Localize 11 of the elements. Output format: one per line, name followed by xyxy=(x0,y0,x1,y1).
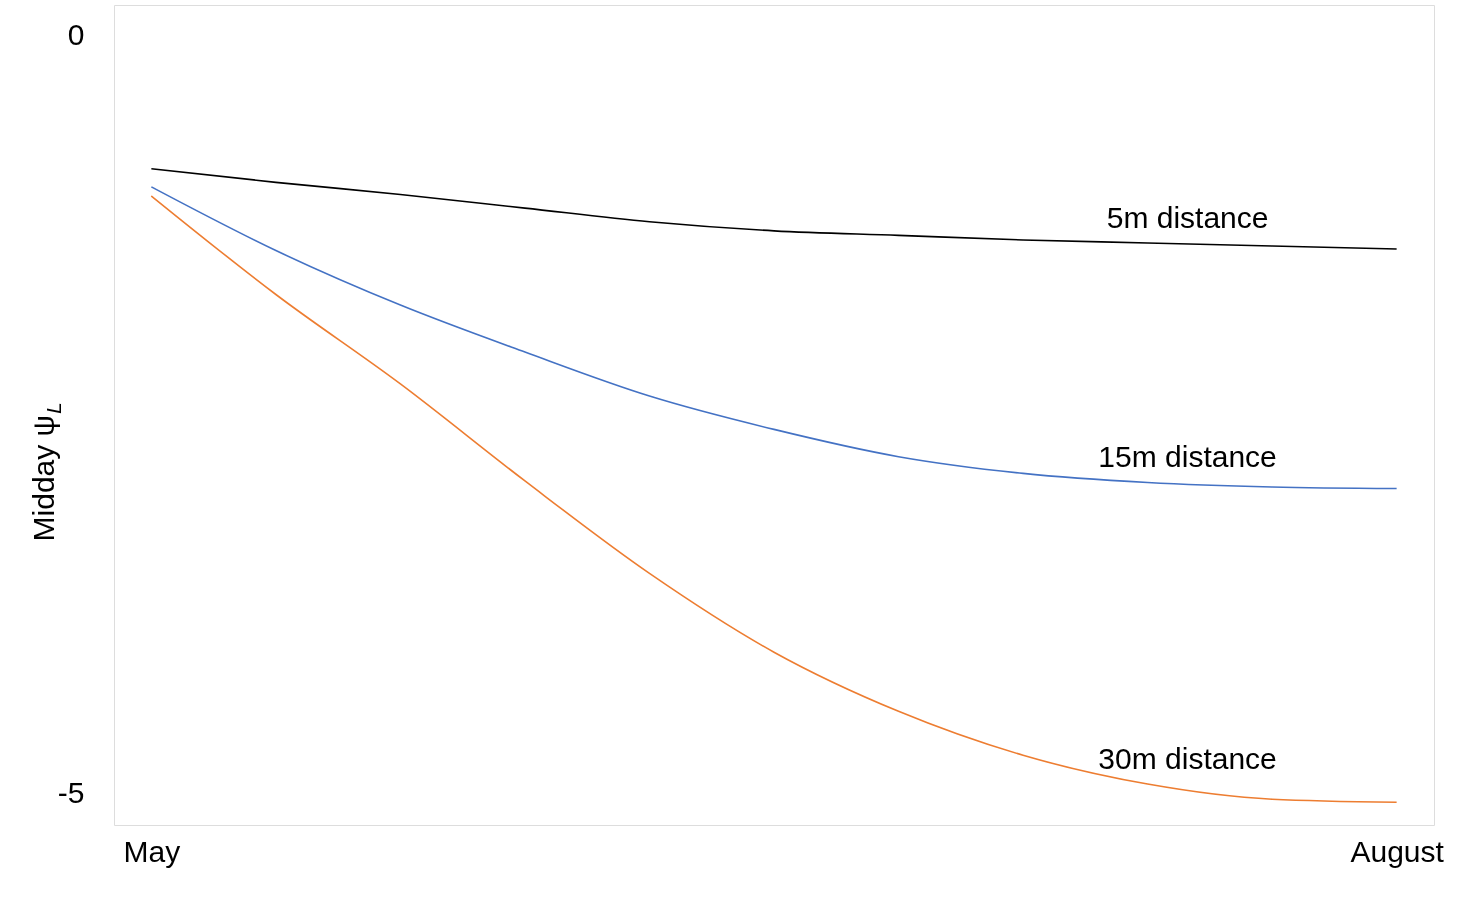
x-tick-label: August xyxy=(1350,834,1445,868)
x-tick-label: May xyxy=(123,834,181,868)
series-label: 5m distance xyxy=(1106,200,1269,234)
y-tick-label: -5 xyxy=(57,775,85,809)
line-series xyxy=(150,186,1398,490)
line-series xyxy=(150,167,1398,250)
y-tick-label: 0 xyxy=(67,17,85,51)
y-axis-title: Midday ψL xyxy=(27,402,65,542)
line-series xyxy=(150,195,1398,804)
series-label: 15m distance xyxy=(1098,440,1277,474)
series-label: 30m distance xyxy=(1098,742,1277,776)
